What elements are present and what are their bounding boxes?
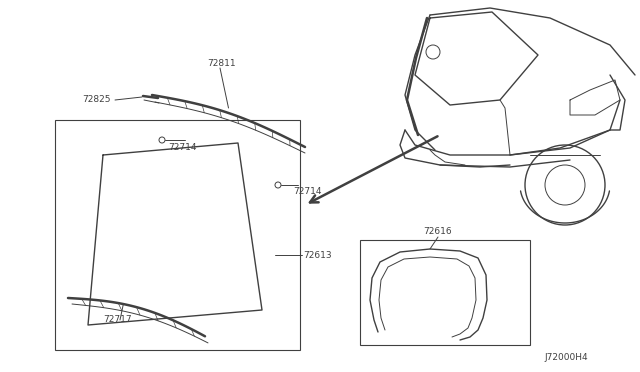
Text: 72714: 72714 — [293, 186, 321, 196]
Text: 72613: 72613 — [303, 250, 332, 260]
Text: 72811: 72811 — [207, 58, 236, 67]
Text: 72714: 72714 — [168, 142, 196, 151]
Text: 72616: 72616 — [423, 228, 452, 237]
Bar — [360, 240, 530, 345]
Text: 72825: 72825 — [82, 96, 111, 105]
Text: 72717: 72717 — [103, 315, 132, 324]
Bar — [55, 120, 300, 350]
Text: J72000H4: J72000H4 — [545, 353, 588, 362]
